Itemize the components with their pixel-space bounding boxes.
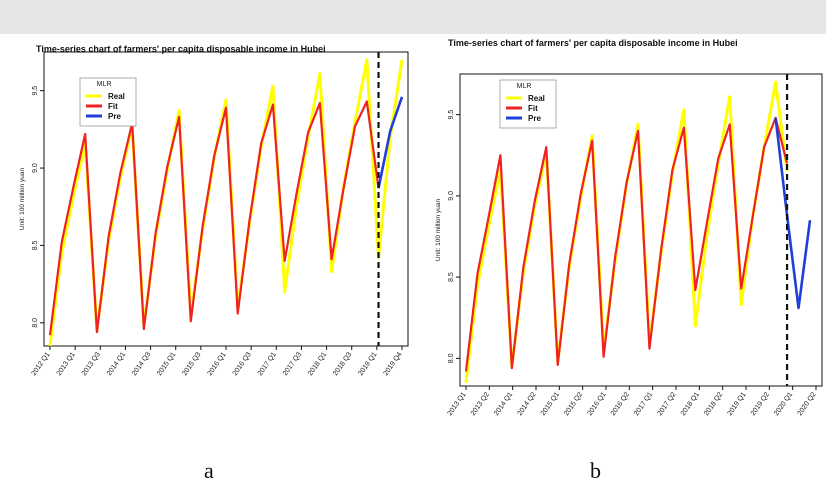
x-tick-label-b: 2016 Q1 bbox=[586, 391, 607, 417]
x-tick-label-b: 2018 Q1 bbox=[680, 391, 701, 417]
chart-b-svg: 8.0 8.5 9.0 9.5 Unit: 100 million yuan 2013 Q… bbox=[435, 73, 823, 417]
legend-box-a bbox=[79, 77, 137, 127]
x-tick-label-a: 2013 Q3 bbox=[81, 351, 102, 377]
chart-title-a: Time-series chart of farmers' per capita… bbox=[36, 44, 326, 54]
x-tick-label-a: 2016 Q3 bbox=[232, 351, 253, 377]
x-tick-label-a: 2013 Q1 bbox=[56, 351, 77, 377]
y-tick-label-b: 8.5 bbox=[448, 272, 455, 282]
x-tick-label-a: 2012 Q1 bbox=[30, 351, 51, 377]
series-line-pre-b bbox=[774, 117, 812, 310]
x-tick-label-b: 2018 Q2 bbox=[703, 391, 724, 417]
x-tick-label-a: 2018 Q1 bbox=[307, 351, 328, 377]
legend-label-fit-b: Fit bbox=[528, 104, 538, 113]
x-tick-label-b: 2013 Q2 bbox=[470, 391, 491, 417]
chart-title-b: Time-series chart of farmers' per capita… bbox=[448, 38, 738, 48]
chart-panel-b: Time-series chart of farmers' per capita… bbox=[435, 34, 826, 428]
x-tick-label-a: 2017 Q1 bbox=[257, 351, 278, 377]
x-tick-label-b: 2014 Q2 bbox=[516, 391, 537, 417]
top-band bbox=[0, 0, 826, 34]
x-tick-label-b: 2015 Q1 bbox=[540, 391, 561, 417]
x-tick-label-b: 2019 Q2 bbox=[750, 391, 771, 417]
panel-label-a: a bbox=[204, 458, 214, 483]
legend-title-a: MLR bbox=[97, 81, 112, 88]
plot-frame-b bbox=[459, 73, 823, 387]
x-tick-label-a: 2018 Q3 bbox=[332, 351, 353, 377]
legend-title-b: MLR bbox=[517, 83, 532, 90]
x-tick-label-a: 2014 Q3 bbox=[131, 351, 152, 377]
x-tick-label-a: 2017 Q3 bbox=[282, 351, 303, 377]
y-tick-label-a: 9.0 bbox=[32, 163, 39, 173]
series-line-pre-a bbox=[377, 96, 404, 189]
y-tick-label-a: 9.5 bbox=[32, 86, 39, 96]
y-tick-label-a: 8.5 bbox=[32, 240, 39, 250]
legend-label-pre-b: Pre bbox=[528, 114, 541, 123]
series-line-fit-b bbox=[464, 116, 789, 372]
y-tick-label-b: 8.0 bbox=[448, 353, 455, 363]
legend-label-pre-a: Pre bbox=[108, 112, 121, 121]
x-tick-label-b: 2014 Q1 bbox=[493, 391, 514, 417]
x-tick-label-b: 2017 Q2 bbox=[656, 391, 677, 417]
x-tick-label-b: 2015 Q2 bbox=[563, 391, 584, 417]
x-tick-label-b: 2020 Q2 bbox=[796, 391, 817, 417]
legend-label-real-b: Real bbox=[528, 94, 545, 103]
y-tick-label-a: 8.0 bbox=[32, 318, 39, 328]
x-tick-label-b: 2017 Q1 bbox=[633, 391, 654, 417]
x-tick-label-a: 2015 Q1 bbox=[156, 351, 177, 377]
x-tick-label-a: 2016 Q1 bbox=[206, 351, 227, 377]
x-tick-label-b: 2013 Q1 bbox=[446, 391, 467, 417]
x-tick-label-a: 2019 Q1 bbox=[357, 351, 378, 377]
legend-label-real-a: Real bbox=[108, 92, 125, 101]
x-tick-label-b: 2020 Q1 bbox=[773, 391, 794, 417]
x-tick-label-a: 2014 Q1 bbox=[106, 351, 127, 377]
y-axis-label-b: Unit: 100 million yuan bbox=[435, 199, 442, 262]
legend-box-b bbox=[499, 79, 557, 129]
y-tick-label-b: 9.0 bbox=[448, 191, 455, 201]
x-tick-label-b: 2016 Q2 bbox=[610, 391, 631, 417]
chart-a-svg: 8.0 8.5 9.0 9.5 Unit: 100 million yuan 2012 Q… bbox=[19, 51, 409, 377]
y-axis-label-a: Unit: 100 million yuan bbox=[19, 168, 26, 231]
legend-label-fit-a: Fit bbox=[108, 102, 118, 111]
y-tick-label-b: 9.5 bbox=[448, 110, 455, 120]
x-tick-label-a: 2015 Q3 bbox=[181, 351, 202, 377]
x-tick-label-b: 2019 Q1 bbox=[726, 391, 747, 417]
chart-panel-a: Time-series chart of farmers' per capita… bbox=[10, 38, 428, 424]
series-line-fit-a bbox=[48, 100, 380, 336]
x-tick-label-a: 2019 Q4 bbox=[382, 351, 403, 377]
panel-label-b: b bbox=[590, 458, 601, 483]
